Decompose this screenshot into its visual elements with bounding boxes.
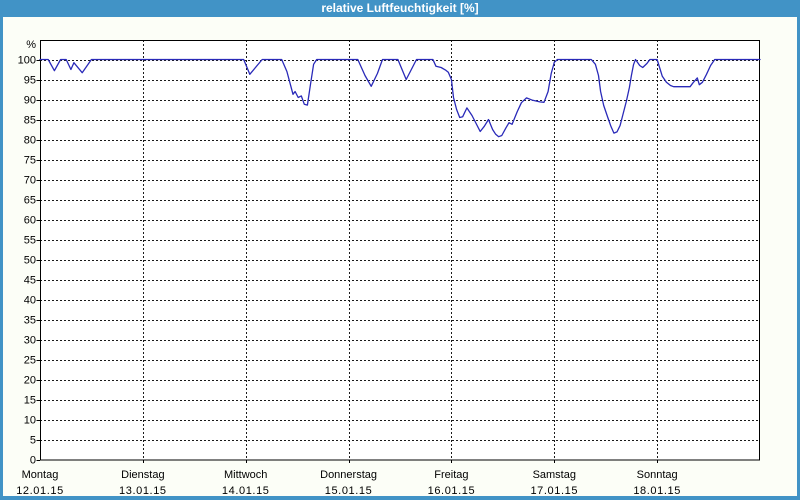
x-axis-day-label: Dienstag 13.01.15 [119, 469, 167, 496]
x-axis-day-label: Montag 12.01.15 [16, 469, 64, 496]
svg-text:55: 55 [24, 235, 36, 247]
svg-text:Dienstag: Dienstag [121, 469, 164, 481]
humidity-line [39, 58, 761, 138]
svg-text:10: 10 [24, 415, 36, 427]
svg-text:5: 5 [30, 435, 36, 447]
y-axis-ticks [36, 60, 40, 461]
y-axis-unit-label: % [26, 39, 36, 51]
svg-text:70: 70 [24, 175, 36, 187]
svg-text:85: 85 [24, 115, 36, 127]
vertical-gridlines [143, 40, 658, 460]
svg-text:Donnerstag: Donnerstag [320, 469, 377, 481]
svg-text:Samstag: Samstag [533, 469, 576, 481]
window-title: relative Luftfeuchtigkeit [%] [321, 1, 479, 15]
svg-text:Montag: Montag [22, 469, 59, 481]
svg-text:25: 25 [24, 355, 36, 367]
svg-text:75: 75 [24, 155, 36, 167]
svg-text:50: 50 [24, 255, 36, 267]
svg-text:0: 0 [30, 455, 36, 467]
svg-text:15.01.15: 15.01.15 [325, 485, 373, 496]
svg-text:65: 65 [24, 195, 36, 207]
svg-text:18.01.15: 18.01.15 [633, 485, 681, 496]
svg-text:95: 95 [24, 75, 36, 87]
svg-text:16.01.15: 16.01.15 [428, 485, 476, 496]
plot-area [40, 40, 760, 460]
x-axis-day-label: Mittwoch 14.01.15 [222, 469, 270, 496]
svg-text:17.01.15: 17.01.15 [530, 485, 578, 496]
svg-text:100: 100 [18, 55, 36, 67]
svg-text:13.01.15: 13.01.15 [119, 485, 167, 496]
svg-text:90: 90 [24, 95, 36, 107]
x-axis-day-label: Samstag 17.01.15 [530, 469, 578, 496]
x-axis-day-label: Freitag 16.01.15 [428, 469, 476, 496]
svg-text:40: 40 [24, 295, 36, 307]
svg-text:12.01.15: 12.01.15 [16, 485, 64, 496]
window-titlebar: relative Luftfeuchtigkeit [%] [0, 0, 800, 17]
svg-text:14.01.15: 14.01.15 [222, 485, 270, 496]
chart-svg: 0 5 10 15 20 25 30 35 40 45 50 55 60 65 70 75 80 85 90 95 10… [16, 39, 761, 496]
x-axis-day-label: Donnerstag 15.01.15 [320, 469, 377, 496]
svg-text:Freitag: Freitag [434, 469, 468, 481]
svg-text:60: 60 [24, 215, 36, 227]
plot-frame [40, 40, 760, 461]
svg-text:15: 15 [24, 395, 36, 407]
y-axis-labels: 0 5 10 15 20 25 30 35 40 45 50 55 60 65 70 75 80 85 90 95 10… [18, 55, 36, 467]
svg-text:20: 20 [24, 375, 36, 387]
x-axis-day-label: Sonntag 18.01.15 [633, 469, 681, 496]
svg-text:30: 30 [24, 335, 36, 347]
svg-text:Sonntag: Sonntag [637, 469, 678, 481]
svg-text:35: 35 [24, 315, 36, 327]
x-axis-labels: Montag 12.01.15 Dienstag 13.01.15 Mittwoch 14… [16, 469, 681, 496]
horizontal-gridlines [40, 60, 760, 441]
svg-text:80: 80 [24, 135, 36, 147]
svg-text:Mittwoch: Mittwoch [224, 469, 267, 481]
svg-text:45: 45 [24, 275, 36, 287]
chart-panel: 0 5 10 15 20 25 30 35 40 45 50 55 60 65 70 75 80 85 90 95 10… [3, 17, 797, 496]
